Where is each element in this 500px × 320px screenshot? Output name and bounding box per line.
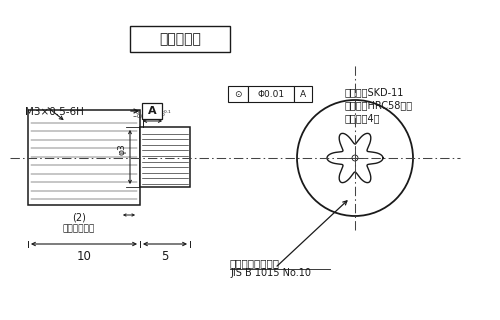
Text: ・材質：SKD-11: ・材質：SKD-11 <box>345 87 405 97</box>
Bar <box>294 86 312 102</box>
Text: Φ0.01: Φ0.01 <box>258 90 284 99</box>
Text: イメージ図: イメージ図 <box>159 32 201 46</box>
Text: 10: 10 <box>76 250 92 263</box>
Text: M3×0.5-6H: M3×0.5-6H <box>25 107 84 117</box>
Text: ・数　：4個: ・数 ：4個 <box>345 113 380 123</box>
Text: JIS B 1015 No.10: JIS B 1015 No.10 <box>230 268 311 278</box>
Text: 2.5: 2.5 <box>142 110 156 119</box>
Text: 不完全ねじ部: 不完全ねじ部 <box>63 224 95 233</box>
Text: φ3: φ3 <box>117 143 126 155</box>
Text: ・硬度：HRC58以上: ・硬度：HRC58以上 <box>345 100 413 110</box>
Text: (2): (2) <box>72 213 86 223</box>
Text: ⊙: ⊙ <box>234 90 242 99</box>
Text: 5: 5 <box>162 250 168 263</box>
Circle shape <box>297 100 413 216</box>
Text: $^{\ 0}_{-0.01}$: $^{\ 0}_{-0.01}$ <box>297 86 312 96</box>
Text: ヘクサロビュラ穴: ヘクサロビュラ穴 <box>230 258 280 268</box>
Text: A: A <box>300 90 306 99</box>
Text: $^{+0.1}_{\ 0}$: $^{+0.1}_{\ 0}$ <box>160 108 172 119</box>
Bar <box>142 103 162 119</box>
Text: A: A <box>148 106 156 116</box>
Bar <box>248 86 294 102</box>
Bar <box>28 110 140 205</box>
Bar <box>130 26 230 52</box>
Bar <box>228 86 248 102</box>
Text: $^{\ \ 0}_{-0.005}$: $^{\ \ 0}_{-0.005}$ <box>132 109 152 122</box>
Bar <box>140 127 190 187</box>
Text: φ6: φ6 <box>283 85 295 94</box>
